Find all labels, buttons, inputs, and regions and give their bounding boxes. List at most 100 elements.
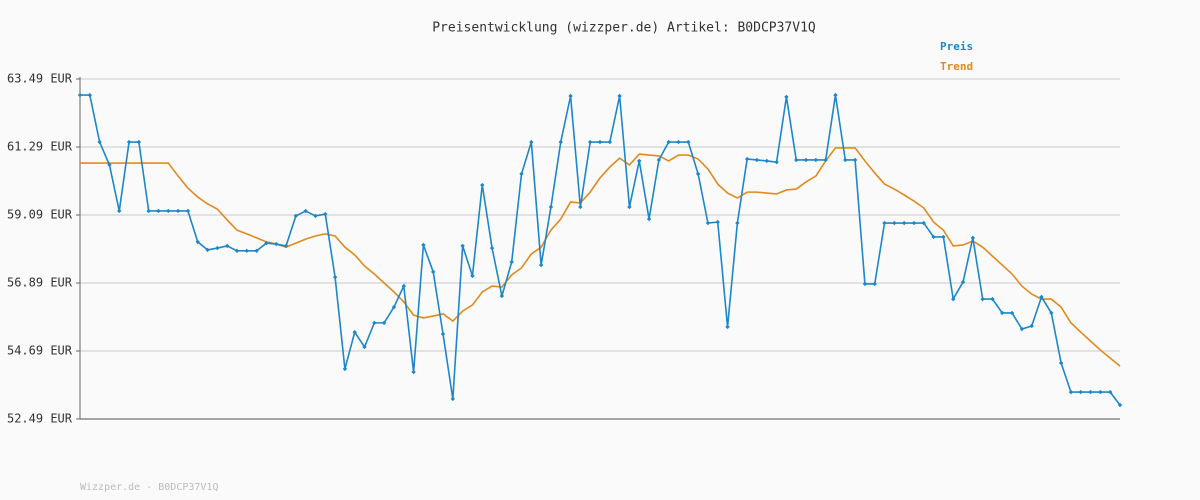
data-point: [568, 93, 573, 99]
data-point: [764, 158, 769, 164]
data-point: [774, 159, 779, 165]
data-point: [185, 208, 191, 214]
data-point: [676, 139, 681, 145]
data-point: [156, 208, 161, 214]
data-point: [313, 213, 318, 219]
data-point: [803, 157, 809, 163]
data-point: [244, 248, 249, 254]
data-point: [224, 243, 230, 249]
data-point: [303, 208, 308, 214]
data-point: [715, 219, 720, 225]
data-point: [342, 366, 348, 372]
data-point: [686, 139, 691, 145]
data-point: [352, 329, 357, 335]
data-point: [166, 208, 171, 214]
data-point: [136, 139, 142, 145]
data-point: [872, 281, 877, 287]
data-point: [489, 245, 495, 251]
data-point: [548, 204, 554, 210]
data-point: [1009, 310, 1015, 316]
data-point: [813, 157, 819, 163]
data-point: [587, 139, 593, 145]
data-point: [411, 369, 416, 375]
data-point: [1078, 389, 1083, 395]
data-point: [921, 220, 926, 226]
data-point: [578, 204, 583, 210]
data-point: [401, 283, 406, 289]
y-tick-label: 61.29 EUR: [7, 140, 73, 154]
data-point: [695, 171, 701, 177]
data-point: [126, 139, 132, 145]
data-point: [1029, 323, 1034, 329]
data-point: [990, 296, 995, 302]
data-point: [823, 157, 828, 163]
data-point: [460, 243, 465, 249]
data-point: [833, 92, 838, 98]
data-point: [1049, 310, 1054, 316]
data-point: [1068, 389, 1074, 395]
data-point: [627, 204, 632, 210]
data-point: [274, 241, 279, 247]
data-point: [901, 220, 907, 226]
chart-title: Preisentwicklung (wizzper.de) Artikel: B…: [432, 21, 816, 36]
data-point: [617, 93, 622, 99]
data-point: [175, 208, 181, 214]
data-point: [117, 208, 122, 214]
data-point: [862, 281, 868, 287]
y-tick-label: 59.09 EUR: [7, 208, 73, 222]
data-point: [1117, 402, 1123, 408]
data-point: [234, 248, 240, 254]
data-point: [499, 293, 505, 299]
data-point: [254, 248, 259, 254]
data-point: [205, 247, 210, 253]
watermark: Wizzper.de - B0DCP37V1Q: [80, 482, 218, 493]
data-point: [843, 157, 848, 163]
data-point: [744, 156, 750, 162]
data-point: [509, 259, 514, 265]
data-point: [646, 216, 652, 222]
legend-label: Trend: [940, 60, 973, 73]
data-point: [97, 139, 102, 145]
y-tick-label: 63.49 EUR: [7, 72, 73, 86]
data-point: [656, 157, 662, 163]
data-point: [597, 139, 603, 145]
data-point: [519, 171, 524, 177]
data-point: [882, 220, 887, 226]
data-point: [705, 220, 711, 226]
data-point: [794, 157, 799, 163]
data-point: [892, 220, 897, 226]
data-point: [1039, 294, 1044, 300]
data-point: [323, 211, 328, 217]
y-tick-label: 52.49 EUR: [7, 412, 73, 426]
data-point: [951, 296, 956, 302]
series-line: [80, 147, 1121, 367]
data-point: [1088, 389, 1093, 395]
data-point: [450, 396, 456, 402]
data-point: [195, 239, 200, 245]
data-point: [735, 220, 740, 226]
data-point: [1098, 389, 1103, 395]
data-point: [725, 324, 730, 330]
y-tick-label: 56.89 EUR: [7, 276, 73, 290]
data-point: [87, 92, 93, 98]
data-point: [911, 220, 917, 226]
data-point: [283, 243, 289, 249]
data-point: [666, 139, 671, 145]
data-point: [215, 245, 220, 251]
y-tick-label: 54.69 EUR: [7, 344, 73, 358]
data-point: [440, 331, 446, 337]
data-point: [558, 139, 563, 145]
data-point: [77, 92, 83, 98]
data-point: [538, 262, 544, 268]
data-point: [852, 157, 858, 163]
data-point: [529, 139, 534, 145]
data-point: [391, 304, 397, 310]
data-point: [980, 296, 985, 302]
data-point: [480, 182, 485, 188]
data-point: [784, 94, 789, 100]
data-point: [362, 344, 367, 350]
data-point: [332, 274, 338, 280]
